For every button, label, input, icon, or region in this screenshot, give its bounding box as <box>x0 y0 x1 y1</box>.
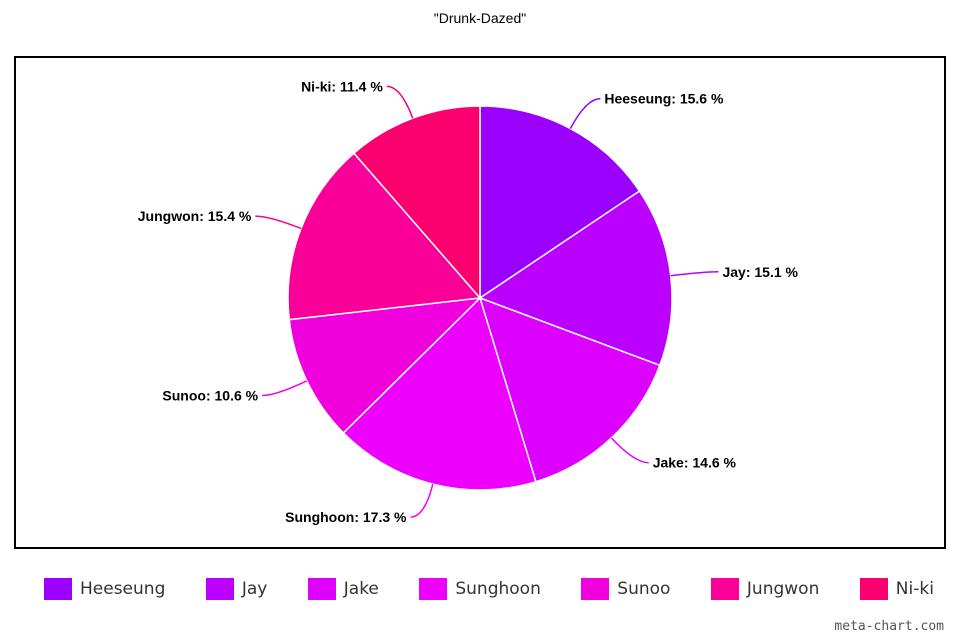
watermark: meta-chart.com <box>834 619 944 634</box>
pie-slices <box>287 105 673 491</box>
legend-label-jungwon: Jungwon <box>746 579 820 599</box>
slice-label-jake: Jake: 14.6 % <box>653 455 737 471</box>
legend-swatch-jake <box>307 578 336 600</box>
pie-slice-sunoo <box>288 297 483 434</box>
label-connector-jungwon <box>255 215 302 230</box>
label-connector-heeseung <box>569 97 601 129</box>
slice-labels: Heeseung: 15.6 % Jay: 15.1 % Jake: 14.6 % S… <box>138 78 799 525</box>
legend-item-heeseung: Heeseung <box>44 578 165 600</box>
slice-label-ni-ki: Ni-ki: 11.4 % <box>301 78 383 94</box>
legend-swatch-jungwon <box>710 578 739 600</box>
legend-swatch-sunghoon <box>419 578 448 600</box>
legend-label-ni-ki: Ni-ki <box>895 579 934 599</box>
legend: Heeseung Jay Jake Sunghoon Sunoo Jungwon Ni-ki <box>44 578 934 600</box>
legend-label-heeseung: Heeseung <box>80 579 166 599</box>
pie-slice-sunghoon <box>342 296 537 491</box>
slice-label-heeseung: Heeseung: 15.6 % <box>604 91 724 107</box>
legend-item-ni-ki: Ni-ki <box>859 578 934 600</box>
legend-item-jay: Jay <box>205 578 268 600</box>
pie-chart: Heeseung: 15.6 % Jay: 15.1 % Jake: 14.6 % S… <box>14 56 946 549</box>
legend-label-jake: Jake <box>343 579 379 599</box>
slice-label-jay: Jay: 15.1 % <box>722 264 798 280</box>
legend-swatch-sunoo <box>581 578 610 600</box>
legend-label-sunghoon: Sunghoon <box>455 579 541 599</box>
slice-label-sunoo: Sunoo: 10.6 % <box>162 388 258 404</box>
legend-label-jay: Jay <box>241 579 268 599</box>
legend-swatch-jay <box>205 578 234 600</box>
legend-item-jake: Jake <box>307 578 379 600</box>
legend-item-sunoo: Sunoo <box>581 578 670 600</box>
slice-label-jungwon: Jungwon: 15.4 % <box>138 208 252 224</box>
slice-label-sunghoon: Sunghoon: 17.3 % <box>285 509 407 525</box>
legend-item-sunghoon: Sunghoon <box>419 578 541 600</box>
label-connector-ni-ki <box>386 85 414 119</box>
chart-title: "Drunk-Dazed" <box>433 10 527 26</box>
legend-label-sunoo: Sunoo <box>617 579 671 599</box>
legend-item-jungwon: Jungwon <box>710 578 820 600</box>
label-connector-sunoo <box>262 380 308 397</box>
pie-slice-heeseung <box>479 105 641 300</box>
pie-slice-jungwon <box>287 152 482 321</box>
legend-swatch-ni-ki <box>859 578 888 600</box>
pie-slice-ni-ki <box>352 105 481 301</box>
label-connector-jay <box>670 271 719 277</box>
label-connector-jake <box>610 437 649 464</box>
legend-swatch-heeseung <box>44 578 72 600</box>
label-connectors <box>255 85 719 518</box>
label-connector-sunghoon <box>410 483 434 518</box>
